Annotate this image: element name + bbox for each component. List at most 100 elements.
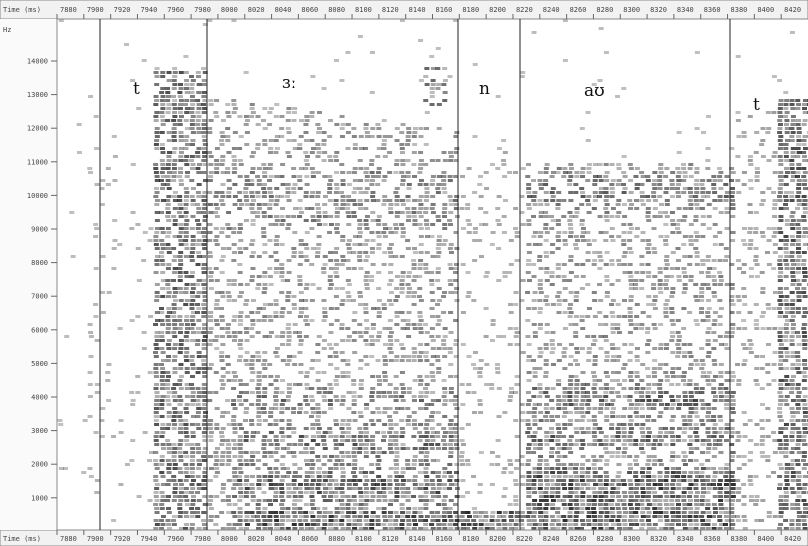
texture xyxy=(406,355,412,358)
texture xyxy=(201,127,207,130)
texture xyxy=(298,251,304,254)
texture xyxy=(375,307,381,310)
texture xyxy=(171,139,177,142)
texture xyxy=(453,159,459,162)
texture xyxy=(561,215,567,218)
texture xyxy=(544,203,550,206)
texture xyxy=(603,263,609,266)
texture xyxy=(316,479,322,482)
texture xyxy=(93,223,99,226)
texture xyxy=(262,175,268,178)
texture xyxy=(154,75,160,78)
texture xyxy=(303,395,309,398)
texture xyxy=(604,275,610,278)
texture xyxy=(232,131,238,134)
texture xyxy=(237,435,243,438)
texture xyxy=(399,359,405,362)
texture xyxy=(543,371,549,374)
texture xyxy=(603,503,609,506)
texture xyxy=(159,187,165,190)
texture xyxy=(658,347,664,350)
texture xyxy=(472,135,478,138)
texture xyxy=(639,379,645,382)
texture xyxy=(166,171,172,174)
texture xyxy=(615,379,621,382)
texture xyxy=(423,447,429,450)
texture xyxy=(465,207,471,210)
texture xyxy=(316,527,322,530)
texture xyxy=(411,495,417,498)
texture xyxy=(291,215,297,218)
texture xyxy=(682,463,688,466)
texture xyxy=(226,115,232,118)
texture xyxy=(508,511,514,514)
texture xyxy=(184,371,190,374)
texture xyxy=(538,419,544,422)
texture xyxy=(429,491,435,494)
texture xyxy=(196,467,202,470)
texture xyxy=(376,459,382,462)
texture xyxy=(333,479,339,482)
texture xyxy=(405,283,411,286)
texture xyxy=(201,423,207,426)
texture xyxy=(358,383,364,386)
texture xyxy=(166,187,172,190)
texture xyxy=(286,487,292,490)
texture xyxy=(429,235,435,238)
texture xyxy=(201,367,207,370)
texture xyxy=(177,415,183,418)
texture xyxy=(435,459,441,462)
texture xyxy=(592,363,598,366)
texture xyxy=(154,255,160,258)
texture xyxy=(382,359,388,362)
texture xyxy=(375,339,381,342)
texture xyxy=(196,223,202,226)
texture xyxy=(400,391,406,394)
texture xyxy=(537,487,543,490)
texture xyxy=(519,511,525,514)
texture xyxy=(693,479,699,482)
texture xyxy=(627,359,633,362)
texture xyxy=(94,479,100,482)
texture xyxy=(364,479,370,482)
texture xyxy=(448,447,454,450)
texture xyxy=(249,363,255,366)
texture xyxy=(208,507,214,510)
texture xyxy=(387,415,393,418)
texture xyxy=(316,235,322,238)
texture xyxy=(250,435,256,438)
texture xyxy=(400,399,406,402)
texture xyxy=(507,459,513,462)
texture xyxy=(483,511,489,514)
texture xyxy=(213,339,219,342)
texture xyxy=(195,151,201,154)
texture xyxy=(681,167,687,170)
texture xyxy=(177,515,183,518)
texture xyxy=(609,187,615,190)
texture xyxy=(465,295,471,298)
texture xyxy=(556,383,562,386)
texture xyxy=(159,507,165,510)
texture xyxy=(165,439,171,442)
texture xyxy=(376,391,382,394)
texture xyxy=(646,275,652,278)
texture xyxy=(303,151,309,154)
texture xyxy=(603,391,609,394)
texture xyxy=(93,315,99,318)
texture xyxy=(339,491,345,494)
texture xyxy=(561,435,567,438)
texture xyxy=(201,483,207,486)
texture xyxy=(172,371,178,374)
texture xyxy=(460,343,466,346)
texture xyxy=(693,431,699,434)
texture xyxy=(441,515,447,518)
texture xyxy=(334,375,340,378)
texture xyxy=(621,239,627,242)
texture xyxy=(292,487,298,490)
texture xyxy=(219,379,225,382)
texture xyxy=(250,239,256,242)
texture xyxy=(231,283,237,286)
texture xyxy=(315,407,321,410)
texture xyxy=(315,455,321,458)
texture xyxy=(538,519,544,522)
